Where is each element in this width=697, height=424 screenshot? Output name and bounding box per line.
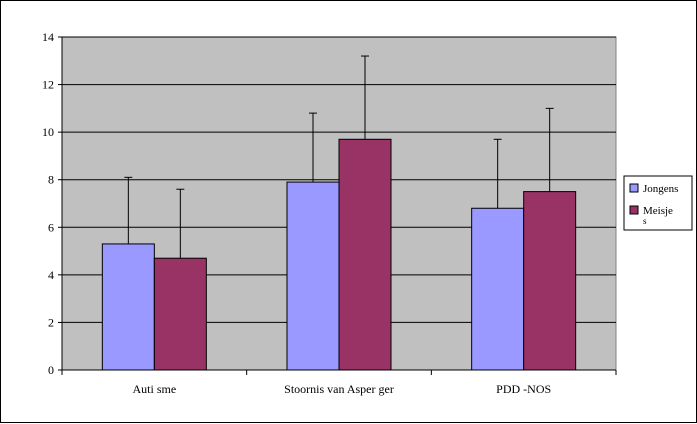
x-tick-label: PDD -NOS — [496, 382, 551, 396]
legend-label: Meisje s — [643, 205, 673, 226]
x-tick-label: Auti sme — [132, 382, 176, 396]
legend-swatch — [629, 205, 639, 215]
y-tick-label: 4 — [48, 268, 54, 282]
y-tick-label: 14 — [42, 30, 54, 44]
x-tick-label: Stoornis van Asper ger — [284, 382, 394, 396]
y-tick-label: 12 — [42, 78, 54, 92]
y-tick-label: 10 — [42, 125, 54, 139]
legend-label: Jongens — [643, 183, 678, 195]
legend-swatch — [629, 183, 639, 193]
bar — [338, 138, 392, 371]
y-tick-label: 2 — [48, 315, 54, 329]
y-tick-label: 6 — [48, 220, 54, 234]
bar — [471, 207, 525, 371]
bar — [153, 257, 207, 371]
bar — [286, 181, 340, 371]
bar — [101, 243, 155, 371]
y-tick-label: 0 — [48, 363, 54, 377]
y-tick-label: 8 — [48, 173, 54, 187]
bar — [523, 191, 577, 371]
